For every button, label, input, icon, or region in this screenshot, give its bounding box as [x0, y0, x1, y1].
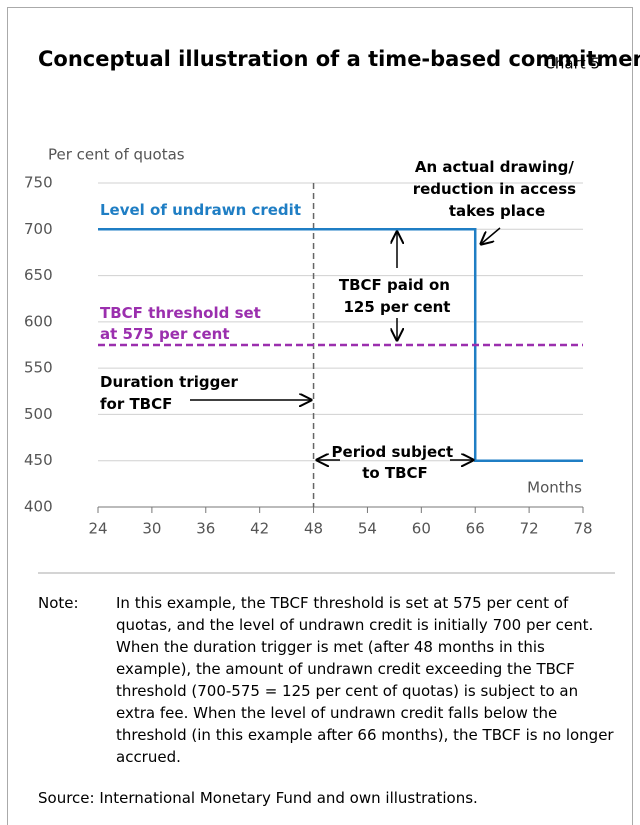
- x-axis-label: Months: [527, 479, 582, 497]
- y-tick-label: 700: [24, 220, 53, 238]
- annotation: Period subject to TBCF: [332, 443, 459, 482]
- x-tick-label: 66: [466, 520, 485, 538]
- annotation: TBCF paid on 125 per cent: [339, 276, 455, 316]
- annotation: Duration trigger for TBCF: [100, 373, 243, 413]
- y-tick-label: 400: [24, 498, 53, 516]
- frame: [7, 7, 633, 825]
- x-tick-label: 72: [520, 520, 539, 538]
- y-tick-label: 600: [24, 312, 53, 330]
- series-label: TBCF threshold set at 575 per cent: [100, 304, 266, 343]
- y-tick-label: 650: [24, 266, 53, 284]
- chart-title: Conceptual illustration of a time-based …: [38, 47, 640, 71]
- x-tick-label: 30: [142, 520, 161, 538]
- y-tick-label: 750: [24, 174, 53, 192]
- x-tick-label: 78: [573, 520, 592, 538]
- y-axis-label: Per cent of quotas: [48, 146, 185, 164]
- source: Source: International Monetary Fund and …: [38, 789, 478, 807]
- x-tick-label: 36: [196, 520, 215, 538]
- y-tick-label: 500: [24, 405, 53, 423]
- x-tick-label: 60: [412, 520, 431, 538]
- y-tick-label: 450: [24, 451, 53, 469]
- arrow: [481, 227, 501, 244]
- x-tick-label: 42: [250, 520, 269, 538]
- annotation: An actual drawing/ reduction in access t…: [413, 158, 582, 220]
- x-tick-label: 54: [358, 520, 377, 538]
- y-tick-label: 550: [24, 359, 53, 377]
- x-tick-label: 48: [304, 520, 323, 538]
- note-label: Note:: [38, 594, 79, 612]
- x-tick-label: 24: [88, 520, 107, 538]
- chart-label: Chart 5: [544, 55, 600, 73]
- note: In this example, the TBCF threshold is s…: [116, 594, 614, 766]
- series-label: Level of undrawn credit: [100, 201, 301, 219]
